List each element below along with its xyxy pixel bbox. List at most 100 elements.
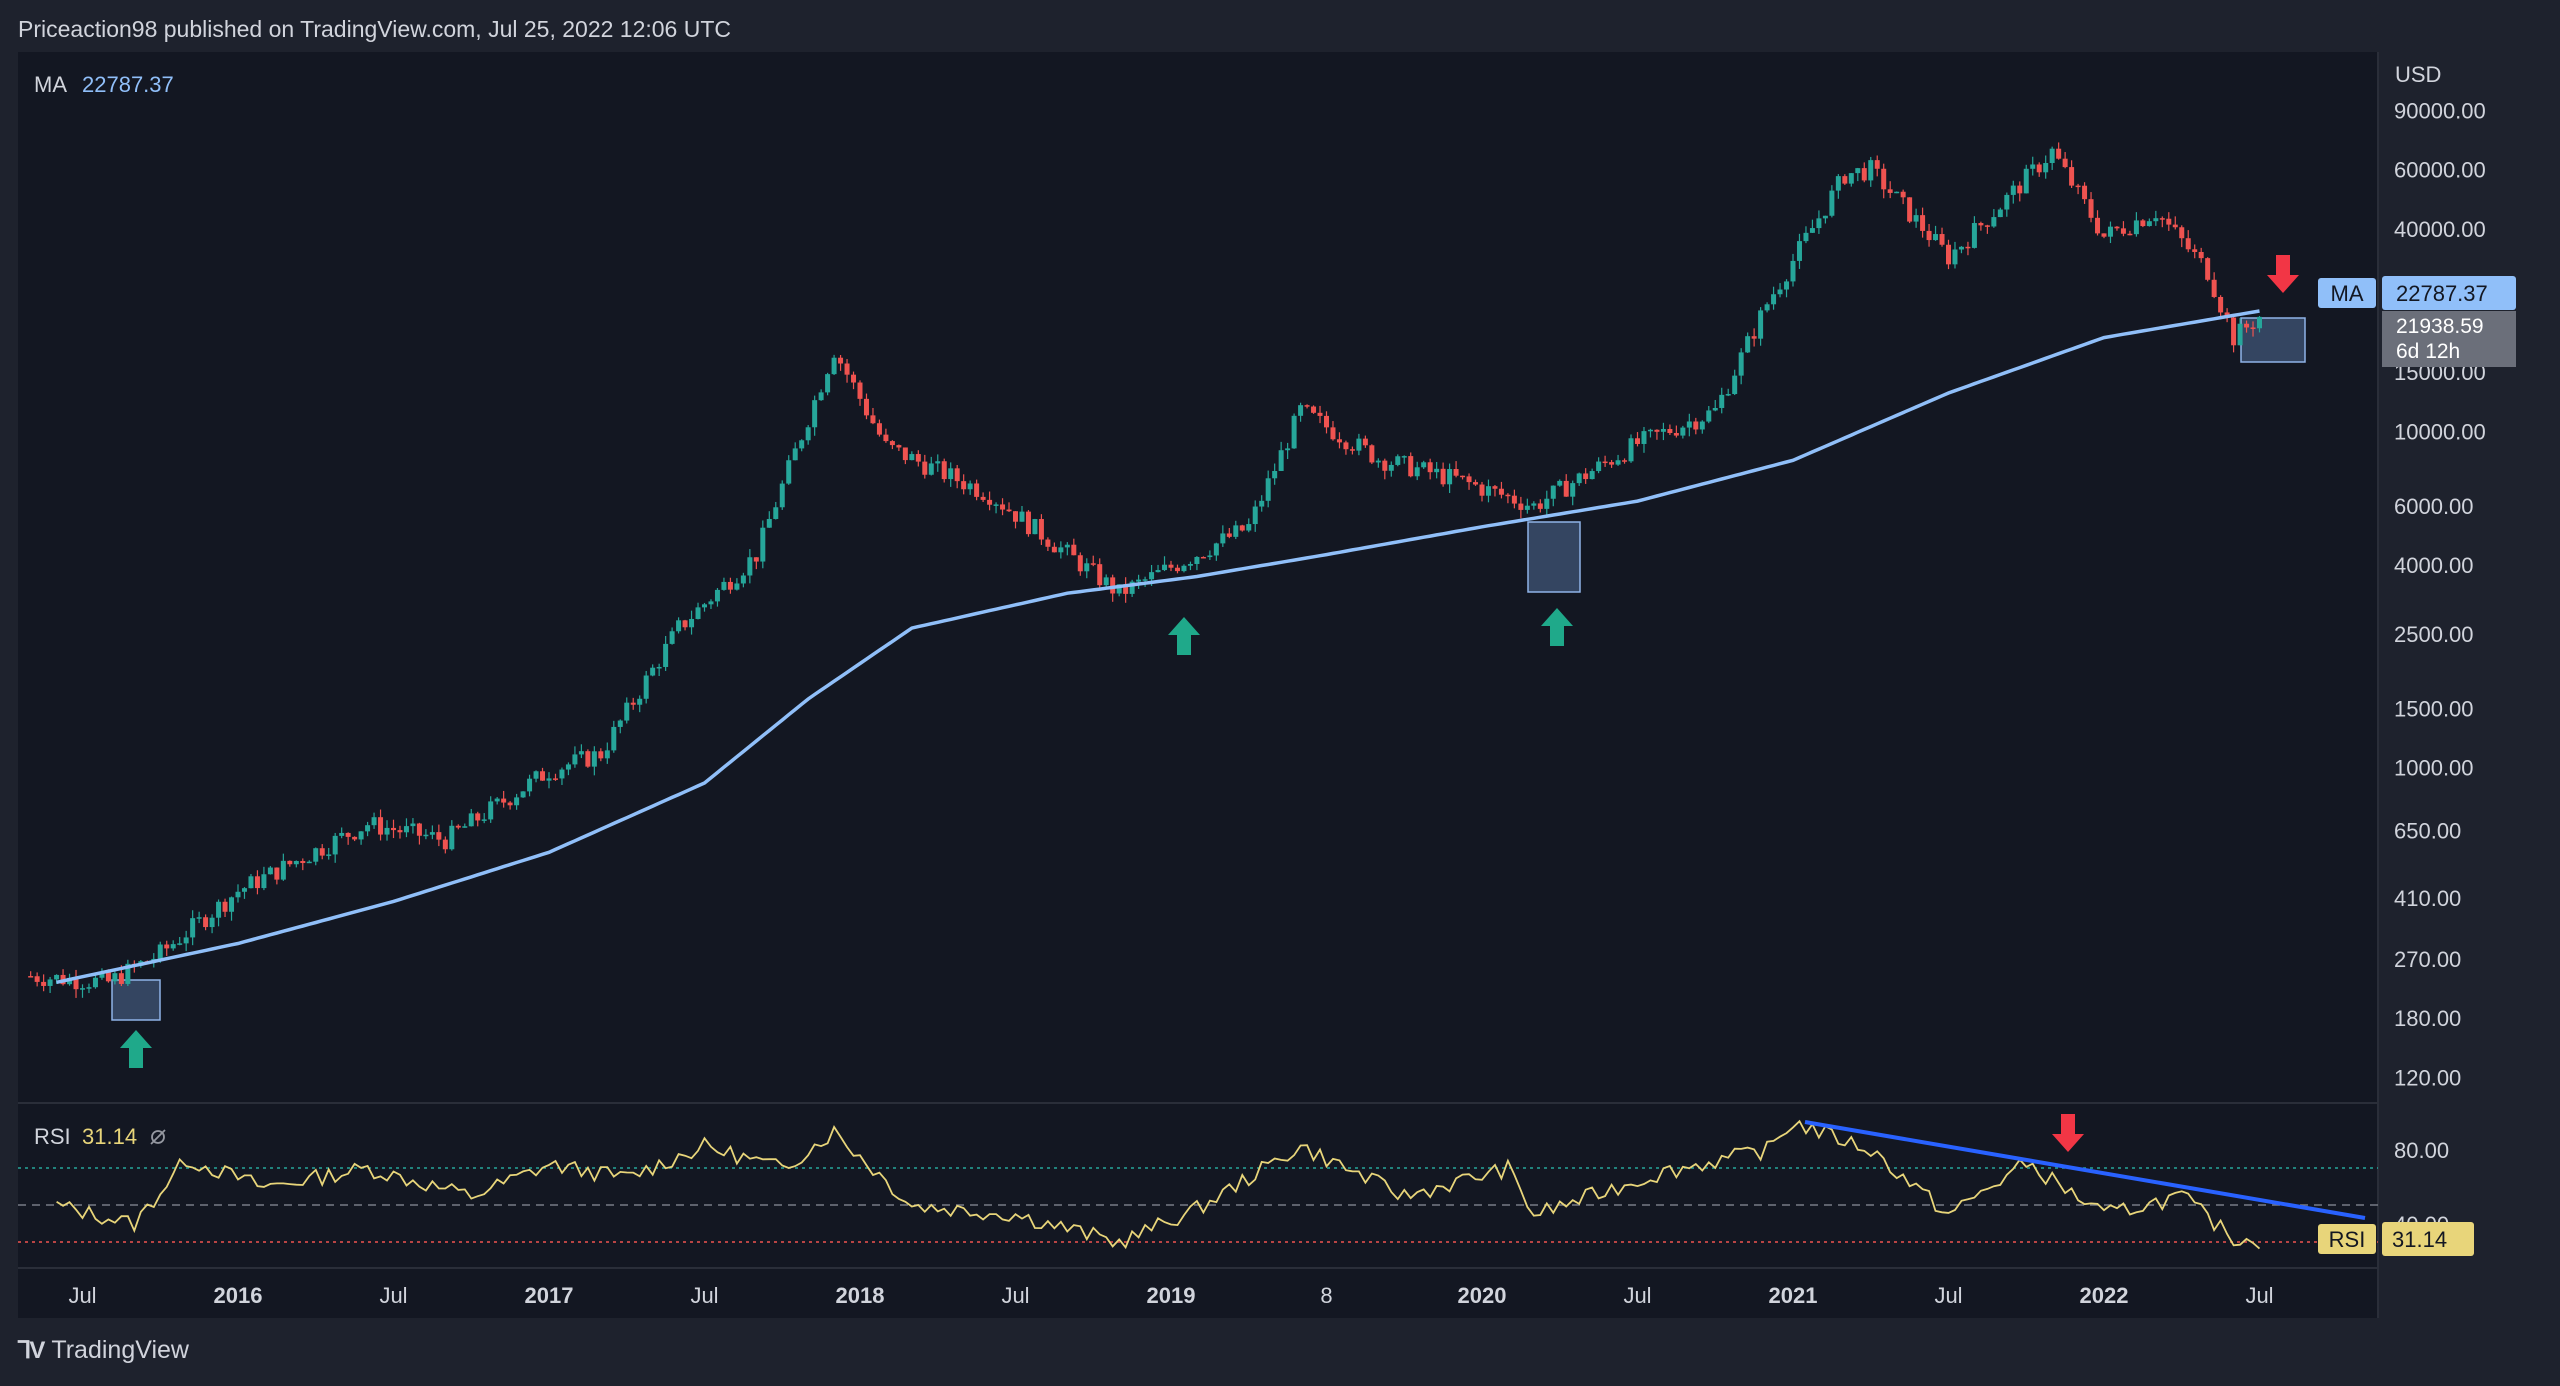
- candle-body: [870, 415, 876, 424]
- candle-body: [1447, 469, 1453, 485]
- candle-body: [708, 601, 714, 605]
- candle-body: [235, 891, 241, 898]
- candle-body: [54, 974, 60, 980]
- ma-tag-label-box: [2318, 278, 2376, 308]
- candle-body: [462, 826, 468, 828]
- candle-body: [326, 854, 332, 856]
- candle-body: [2211, 279, 2217, 297]
- candle-body: [267, 867, 273, 875]
- candle-body: [2069, 167, 2075, 186]
- candle-body: [1971, 223, 1977, 248]
- candle-body: [2146, 221, 2152, 227]
- candle-body: [1155, 570, 1161, 573]
- candle-body: [1745, 336, 1751, 353]
- candle-body: [1006, 509, 1012, 512]
- candle-body: [1719, 394, 1725, 408]
- candle-body: [1751, 336, 1757, 339]
- candle-body: [1492, 486, 1498, 489]
- candle-body: [2166, 218, 2172, 225]
- chart-frame[interactable]: [18, 52, 2378, 1318]
- candle-body: [1038, 519, 1044, 540]
- currency-label: USD: [2395, 62, 2441, 87]
- candle-body: [1835, 176, 1841, 191]
- candle-body: [2088, 199, 2094, 218]
- candle-body: [2082, 185, 2088, 200]
- candle-body: [1045, 539, 1051, 547]
- candle-body: [909, 454, 915, 461]
- candle-body: [203, 917, 209, 928]
- price-tick-label: 40000.00: [2394, 217, 2486, 242]
- candle-body: [1025, 511, 1031, 535]
- candle-body: [1829, 190, 1835, 216]
- candle-body: [1881, 168, 1887, 190]
- candle-body: [2101, 233, 2107, 237]
- candle-body: [1129, 581, 1135, 594]
- candle-body: [928, 463, 934, 475]
- candle-body: [1330, 427, 1336, 440]
- candle-body: [47, 979, 53, 986]
- candle-body: [844, 363, 850, 375]
- candle-body: [1809, 228, 1815, 233]
- candle-body: [429, 832, 435, 835]
- rsi-trendline[interactable]: [1804, 1120, 2366, 1220]
- candle-body: [1635, 438, 1640, 444]
- candle-body: [1149, 572, 1155, 580]
- time-tick-label: Jul: [68, 1283, 96, 1308]
- ma-line[interactable]: [56, 309, 2260, 985]
- rsi-line[interactable]: [56, 1119, 2261, 1250]
- candle-body: [2114, 226, 2120, 229]
- candle-body: [1583, 473, 1589, 480]
- candle-body: [2237, 323, 2243, 346]
- candle-body: [280, 860, 286, 880]
- price-tick-label: 6000.00: [2394, 494, 2474, 519]
- candle-body: [1887, 189, 1893, 193]
- ma-legend-label[interactable]: MA: [34, 72, 67, 97]
- candle-body: [1861, 168, 1867, 181]
- candle-body: [838, 357, 844, 364]
- candle-body: [1187, 563, 1193, 566]
- rsi-legend-label[interactable]: RSI: [34, 1124, 71, 1149]
- arrow-up-icon: [1541, 608, 1573, 646]
- price-axis[interactable]: 90000.0060000.0040000.0015000.0010000.00…: [2394, 98, 2486, 1090]
- candle-body: [1375, 460, 1381, 463]
- candle-body: [481, 819, 487, 821]
- candle-body: [1654, 429, 1660, 432]
- candle-body: [293, 860, 299, 865]
- candle-body: [773, 507, 779, 519]
- candle-body: [941, 461, 947, 480]
- support-zone-2020: [1527, 521, 1581, 593]
- candle-body: [1667, 428, 1673, 434]
- candle-body: [1686, 421, 1692, 428]
- support-zone-2022: [2240, 317, 2306, 363]
- candle-body: [507, 802, 513, 806]
- candle-body: [300, 860, 306, 864]
- ma-tag-label: MA: [2331, 281, 2364, 306]
- hidden-icon[interactable]: [150, 1129, 166, 1145]
- candle-body: [604, 750, 610, 759]
- candle-body: [624, 702, 630, 721]
- candle-body: [825, 374, 831, 393]
- tradingview-brand[interactable]: ⅂V TradingView: [18, 1336, 189, 1365]
- candle-body: [578, 751, 584, 755]
- candle-body: [1524, 505, 1530, 510]
- price-tick-label: 4000.00: [2394, 553, 2474, 578]
- candle-body: [565, 764, 571, 770]
- candle-body: [1194, 556, 1200, 564]
- candle-body: [676, 620, 682, 632]
- candle-body: [915, 454, 921, 462]
- bar-countdown: 6d 12h: [2396, 340, 2460, 363]
- time-axis[interactable]: Jul 2016 Jul 2017 Jul 2018 Jul 2019 8 2020 Jul 2021…: [68, 1283, 2273, 1308]
- candle-body: [533, 771, 539, 779]
- candle-body: [851, 374, 857, 383]
- candle-body: [1550, 485, 1556, 499]
- candle-body: [2017, 185, 2023, 194]
- candle-body: [41, 981, 47, 986]
- candle-body: [274, 867, 280, 880]
- candle-body: [2140, 220, 2146, 227]
- price-tick-label: 1500.00: [2394, 696, 2474, 721]
- candle-body: [1324, 415, 1329, 428]
- rsi-tag-label-box: [2318, 1224, 2376, 1254]
- candlestick-series[interactable]: [28, 142, 2262, 998]
- time-tick-label: Jul: [2245, 1283, 2273, 1308]
